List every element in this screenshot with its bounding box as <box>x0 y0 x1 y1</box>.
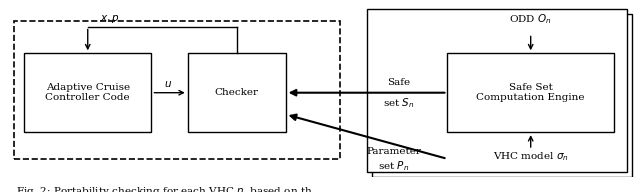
Bar <box>367 9 627 172</box>
Text: set $P_n$: set $P_n$ <box>378 159 409 173</box>
Text: ODD $O_n$: ODD $O_n$ <box>509 12 552 26</box>
Bar <box>24 53 152 132</box>
Bar <box>14 21 340 159</box>
Text: Parameter: Parameter <box>366 147 421 156</box>
Bar <box>447 53 614 132</box>
Text: Checker: Checker <box>214 88 259 97</box>
Text: Safe Set
Computation Engine: Safe Set Computation Engine <box>476 83 585 102</box>
Text: VHC model $\sigma_n$: VHC model $\sigma_n$ <box>493 150 569 163</box>
Text: Adaptive Cruise
Controller Code: Adaptive Cruise Controller Code <box>45 83 130 102</box>
Bar <box>188 53 285 132</box>
Bar <box>372 14 632 177</box>
Text: Fig. 2: Portability checking for each VHC $n$, based on th: Fig. 2: Portability checking for each VH… <box>16 185 313 192</box>
Text: set $S_n$: set $S_n$ <box>383 97 414 110</box>
Text: Safe: Safe <box>387 78 410 87</box>
Text: $u$: $u$ <box>164 79 172 89</box>
Text: $x, p$: $x, p$ <box>99 13 119 25</box>
